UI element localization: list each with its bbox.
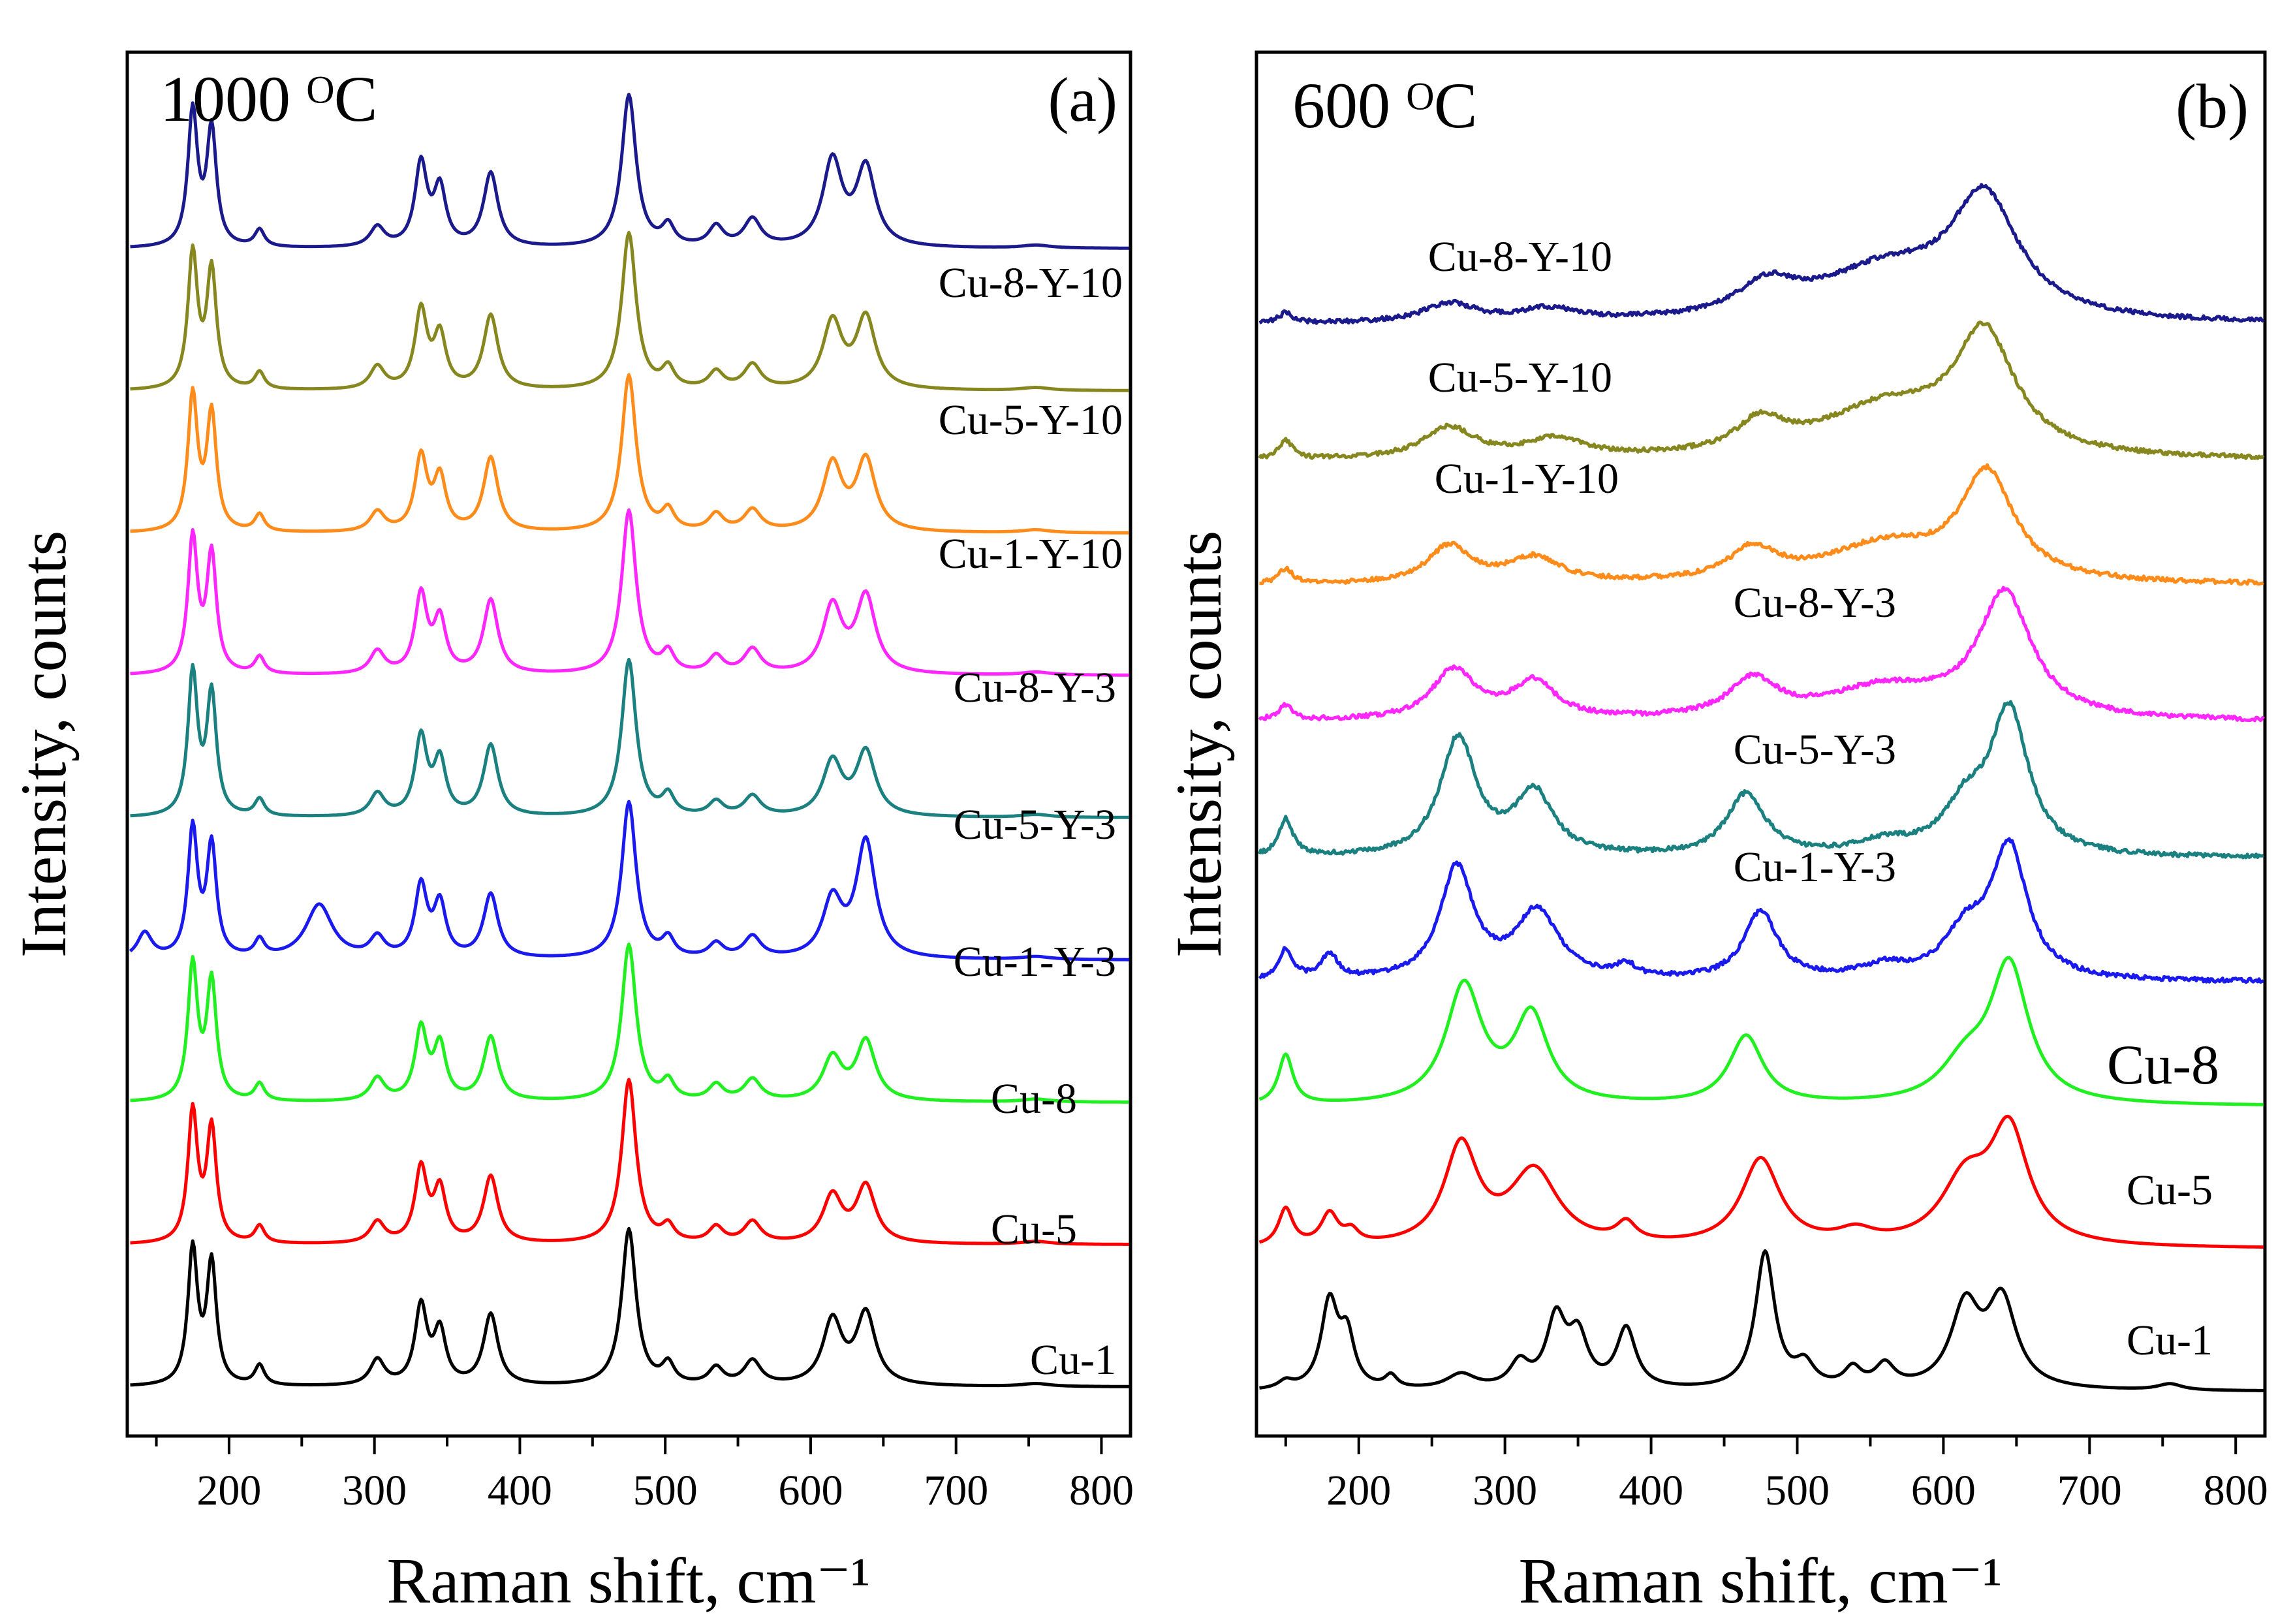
x-tick-label: 800 (1069, 1467, 1134, 1514)
trace-labels-a: Cu-1 Cu-5 Cu-8 Cu-1-Y-3 Cu-5-Y-3 Cu-8-Y-3 Cu-1… (939, 259, 1123, 1384)
temperature-label-b: 600 ᴼC (1292, 69, 1478, 142)
trace-cu-5-y-3 (130, 657, 1129, 819)
trace-label-cu-5: Cu-5 (2127, 1166, 2213, 1214)
trace-cu-8-y-3 (130, 508, 1129, 677)
y-axis-title-b: Intensity, counts (1162, 531, 1235, 958)
trace-label-cu-5-y-10: Cu-5-Y-10 (939, 396, 1123, 444)
plot-frame-a (125, 50, 1132, 1438)
x-tick-label: 600 (1911, 1467, 1976, 1514)
trace-cu-1-y-10 (1259, 463, 2264, 586)
trace-cu-8 (130, 943, 1129, 1104)
temperature-label-a: 1000 ᴼC (160, 63, 378, 135)
x-tick-label: 200 (1326, 1467, 1391, 1514)
trace-cu-1-y-3 (1258, 837, 2264, 984)
trace-label-cu-8: Cu-8 (991, 1075, 1077, 1123)
trace-label-cu-8: Cu-8 (2107, 1033, 2219, 1096)
trace-label-cu-1: Cu-1 (1030, 1336, 1116, 1384)
x-tick-label: 300 (342, 1467, 407, 1514)
trace-cu-1-y-3 (129, 800, 1129, 961)
trace-label-cu-1: Cu-1 (2127, 1317, 2213, 1364)
trace-label-cu-8-y-10: Cu-8-Y-10 (939, 259, 1123, 307)
trace-labels-b: Cu-1 Cu-5 Cu-8 Cu-1-Y-3 Cu-5-Y-3 Cu-8-Y-3 Cu-1… (1428, 233, 2219, 1364)
trace-cu-1-y-10 (130, 373, 1129, 535)
x-tick-label: 400 (1619, 1467, 1683, 1514)
trace-label-cu-1-y-10: Cu-1-Y-10 (1435, 455, 1619, 503)
traces-a (129, 93, 1129, 1388)
trace-cu-1 (130, 1226, 1129, 1388)
trace-cu-1 (1259, 1249, 2264, 1392)
trace-label-cu-5-y-3: Cu-5-Y-3 (1734, 726, 1896, 773)
panel-label-a: (a) (1048, 65, 1117, 134)
x-tick-label: 600 (778, 1467, 843, 1514)
x-axis-title-b: Raman shift, cm⁻¹ (1519, 1544, 2003, 1617)
trace-label-cu-1-y-3: Cu-1-Y-3 (1734, 843, 1896, 891)
trace-label-cu-5-y-10: Cu-5-Y-10 (1428, 354, 1612, 401)
trace-label-cu-1-y-3: Cu-1-Y-3 (954, 938, 1116, 986)
trace-label-cu-8-y-3: Cu-8-Y-3 (1734, 579, 1896, 627)
x-ticks-a: 200 300 400 500 600 700 800 (155, 1436, 1134, 1514)
trace-cu-8 (1258, 956, 2264, 1106)
x-tick-label: 400 (488, 1467, 552, 1514)
trace-cu-8-y-10 (130, 93, 1129, 250)
y-axis-title-a: Intensity, counts (7, 531, 80, 958)
trace-label-cu-8-y-3: Cu-8-Y-3 (954, 664, 1116, 711)
x-tick-label: 800 (2204, 1467, 2268, 1514)
x-tick-label: 700 (2057, 1467, 2122, 1514)
trace-label-cu-5: Cu-5 (991, 1206, 1077, 1253)
plot-frame-b (1255, 50, 2267, 1438)
trace-cu-5 (130, 1078, 1129, 1246)
x-tick-label: 500 (633, 1467, 698, 1514)
trace-label-cu-5-y-3: Cu-5-Y-3 (954, 801, 1116, 849)
trace-cu-5 (1258, 1114, 2264, 1249)
panel-b: Cu-1 Cu-5 Cu-8 Cu-1-Y-3 Cu-5-Y-3 Cu-8-Y-3 Cu-1… (1162, 50, 2268, 1617)
trace-cu-5-y-10 (1258, 320, 2265, 460)
traces-b (1258, 183, 2265, 1392)
x-tick-label: 300 (1473, 1467, 1537, 1514)
x-axis-title-a: Raman shift, cm⁻¹ (387, 1544, 871, 1617)
x-ticks-b: 200 300 400 500 600 700 800 (1284, 1436, 2268, 1514)
trace-cu-8-y-10 (1258, 183, 2265, 325)
trace-label-cu-1-y-10: Cu-1-Y-10 (939, 530, 1123, 578)
x-tick-label: 200 (196, 1467, 261, 1514)
trace-label-cu-8-y-10: Cu-8-Y-10 (1428, 233, 1612, 281)
x-tick-label: 700 (924, 1467, 988, 1514)
trace-cu-8-y-3 (1258, 586, 2265, 723)
panel-label-b: (b) (2176, 71, 2249, 141)
x-tick-label: 500 (1765, 1467, 1830, 1514)
trace-cu-5-y-3 (1258, 700, 2264, 860)
panel-a: Cu-1 Cu-5 Cu-8 Cu-1-Y-3 Cu-5-Y-3 Cu-8-Y-3 Cu-1… (7, 50, 1134, 1617)
trace-cu-5-y-10 (130, 230, 1129, 392)
